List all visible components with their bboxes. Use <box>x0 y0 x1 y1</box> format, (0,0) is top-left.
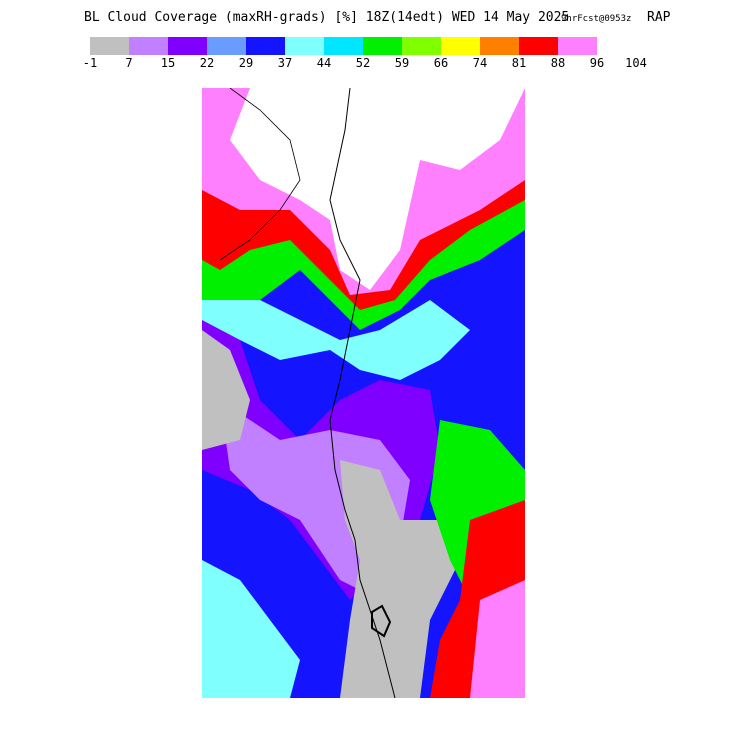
colorbar-swatch <box>90 37 129 55</box>
colorbar-label: 37 <box>278 56 292 70</box>
field-pink-se <box>470 580 525 698</box>
colorbar-swatch <box>168 37 207 55</box>
colorbar-label: 66 <box>434 56 448 70</box>
title: BL Cloud Coverage (maxRH-grads) [%] 18Z(… <box>84 10 569 25</box>
colorbar-label: 52 <box>356 56 370 70</box>
colorbar-label: 96 <box>590 56 604 70</box>
colorbar-label: 22 <box>200 56 214 70</box>
colorbar-label: -1 <box>83 56 97 70</box>
map-field <box>202 88 525 698</box>
forecast-label: 9hrFcst@0953z <box>561 14 631 24</box>
colorbar: -1 7 15 22 29 37 44 52 59 66 74 81 88 96 104 <box>83 37 647 70</box>
colorbar-swatch <box>519 37 558 55</box>
colorbar-swatch <box>246 37 285 55</box>
map <box>202 88 525 698</box>
colorbar-swatch <box>285 37 324 55</box>
coastline <box>329 88 396 698</box>
colorbar-label: 88 <box>551 56 565 70</box>
colorbar-swatch <box>441 37 480 55</box>
field-cyan-sw <box>202 560 300 698</box>
model-label: RAP <box>647 10 671 25</box>
contour <box>219 88 301 261</box>
colorbar-label: 104 <box>625 56 647 70</box>
colorbar-swatch <box>324 37 363 55</box>
lake <box>371 604 392 638</box>
colorbar-label: 74 <box>473 56 487 70</box>
colorbar-label: 59 <box>395 56 409 70</box>
field-gray-peninsula <box>340 460 460 698</box>
colorbar-swatch <box>480 37 519 55</box>
colorbar-swatch <box>207 37 246 55</box>
colorbar-swatch <box>129 37 168 55</box>
colorbar-swatch <box>558 37 597 55</box>
colorbar-swatch <box>363 37 402 55</box>
field-cyan <box>202 300 470 380</box>
colorbar-label: 15 <box>161 56 175 70</box>
colorbar-label: 7 <box>125 56 132 70</box>
field-gray-west <box>202 330 250 450</box>
colorbar-label: 44 <box>317 56 331 70</box>
colorbar-label: 81 <box>512 56 526 70</box>
colorbar-label: 29 <box>239 56 253 70</box>
colorbar-swatch <box>402 37 441 55</box>
field-white <box>230 88 525 290</box>
